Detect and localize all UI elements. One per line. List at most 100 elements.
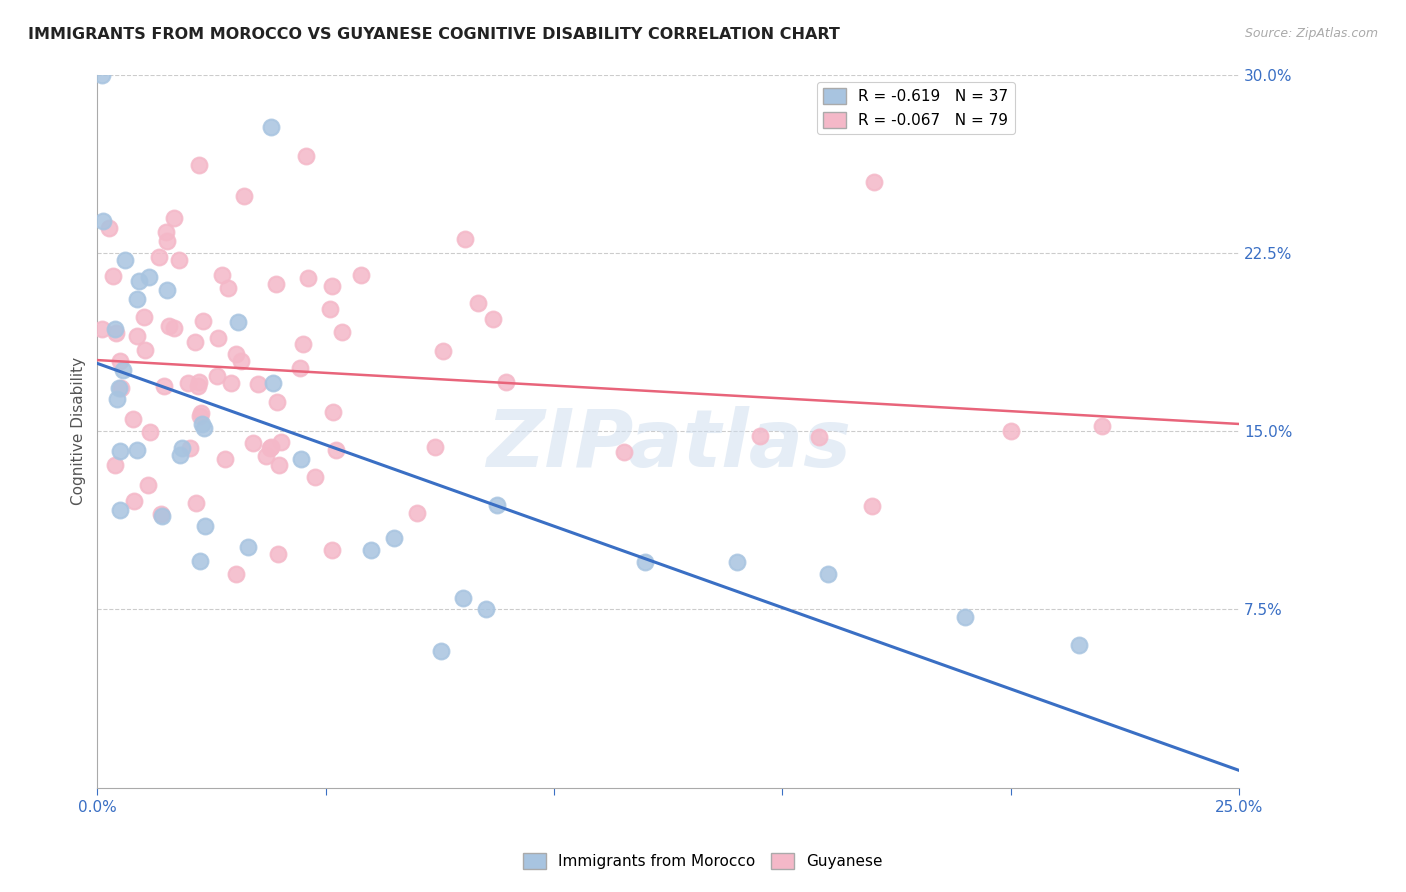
- Point: [190, 406, 212, 420]
- Point: [269, 458, 291, 472]
- Point: [260, 120, 283, 134]
- Point: [172, 442, 194, 456]
- Point: [121, 412, 143, 426]
- Point: [382, 531, 405, 545]
- Point: [169, 252, 191, 267]
- Text: ZIPatlas: ZIPatlas: [486, 407, 851, 484]
- Point: [322, 405, 344, 419]
- Point: [321, 278, 343, 293]
- Point: [194, 519, 217, 533]
- Point: [156, 283, 179, 297]
- Point: [467, 296, 489, 310]
- Point: [139, 425, 162, 439]
- Point: [860, 500, 883, 514]
- Point: [226, 315, 249, 329]
- Point: [430, 644, 453, 658]
- Point: [156, 234, 179, 248]
- Text: IMMIGRANTS FROM MOROCCO VS GUYANESE COGNITIVE DISABILITY CORRELATION CHART: IMMIGRANTS FROM MOROCCO VS GUYANESE COGN…: [28, 27, 839, 42]
- Point: [225, 346, 247, 360]
- Point: [321, 543, 343, 558]
- Point: [125, 328, 148, 343]
- Point: [862, 174, 884, 188]
- Point: [1069, 638, 1091, 652]
- Point: [187, 158, 209, 172]
- Point: [110, 443, 132, 458]
- Point: [90, 322, 112, 336]
- Point: [128, 274, 150, 288]
- Point: [242, 436, 264, 450]
- Point: [184, 496, 207, 510]
- Point: [191, 313, 214, 327]
- Point: [953, 609, 976, 624]
- Point: [104, 326, 127, 341]
- Point: [163, 320, 186, 334]
- Point: [262, 376, 284, 390]
- Point: [138, 478, 160, 492]
- Point: [808, 430, 831, 444]
- Point: [634, 555, 657, 569]
- Point: [474, 602, 496, 616]
- Point: [187, 375, 209, 389]
- Point: [231, 354, 253, 368]
- Point: [205, 369, 228, 384]
- Point: [111, 363, 134, 377]
- Point: [157, 319, 180, 334]
- Point: [91, 214, 114, 228]
- Point: [423, 441, 446, 455]
- Point: [406, 506, 429, 520]
- Point: [107, 381, 129, 395]
- Point: [291, 336, 314, 351]
- Point: [134, 310, 156, 324]
- Point: [214, 452, 236, 467]
- Point: [122, 494, 145, 508]
- Point: [108, 354, 131, 368]
- Point: [236, 540, 259, 554]
- Point: [297, 271, 319, 285]
- Point: [125, 442, 148, 457]
- Point: [193, 420, 215, 434]
- Point: [451, 591, 474, 605]
- Point: [325, 442, 347, 457]
- Point: [148, 250, 170, 264]
- Point: [330, 325, 353, 339]
- Y-axis label: Cognitive Disability: Cognitive Disability: [72, 357, 86, 505]
- Point: [495, 376, 517, 390]
- Point: [177, 376, 200, 391]
- Point: [817, 566, 839, 581]
- Point: [288, 360, 311, 375]
- Point: [613, 444, 636, 458]
- Point: [247, 377, 270, 392]
- Point: [360, 543, 382, 558]
- Point: [482, 312, 505, 326]
- Point: [190, 417, 212, 431]
- Point: [163, 211, 186, 225]
- Point: [188, 409, 211, 423]
- Legend: Immigrants from Morocco, Guyanese: Immigrants from Morocco, Guyanese: [517, 847, 889, 875]
- Point: [149, 508, 172, 522]
- Point: [254, 449, 277, 463]
- Point: [266, 395, 288, 409]
- Point: [187, 379, 209, 393]
- Point: [432, 343, 454, 358]
- Point: [134, 343, 156, 358]
- Point: [725, 555, 748, 569]
- Point: [219, 376, 242, 391]
- Point: [290, 452, 312, 467]
- Point: [217, 281, 239, 295]
- Point: [138, 270, 160, 285]
- Point: [184, 335, 207, 350]
- Point: [318, 301, 340, 316]
- Point: [152, 379, 174, 393]
- Point: [169, 448, 191, 462]
- Legend: R = -0.619   N = 37, R = -0.067   N = 79: R = -0.619 N = 37, R = -0.067 N = 79: [817, 82, 1015, 134]
- Point: [295, 149, 318, 163]
- Point: [179, 441, 201, 455]
- Point: [486, 498, 509, 512]
- Point: [103, 322, 125, 336]
- Point: [1091, 419, 1114, 434]
- Point: [125, 293, 148, 307]
- Point: [104, 458, 127, 472]
- Point: [266, 547, 288, 561]
- Point: [225, 567, 247, 582]
- Point: [350, 268, 373, 282]
